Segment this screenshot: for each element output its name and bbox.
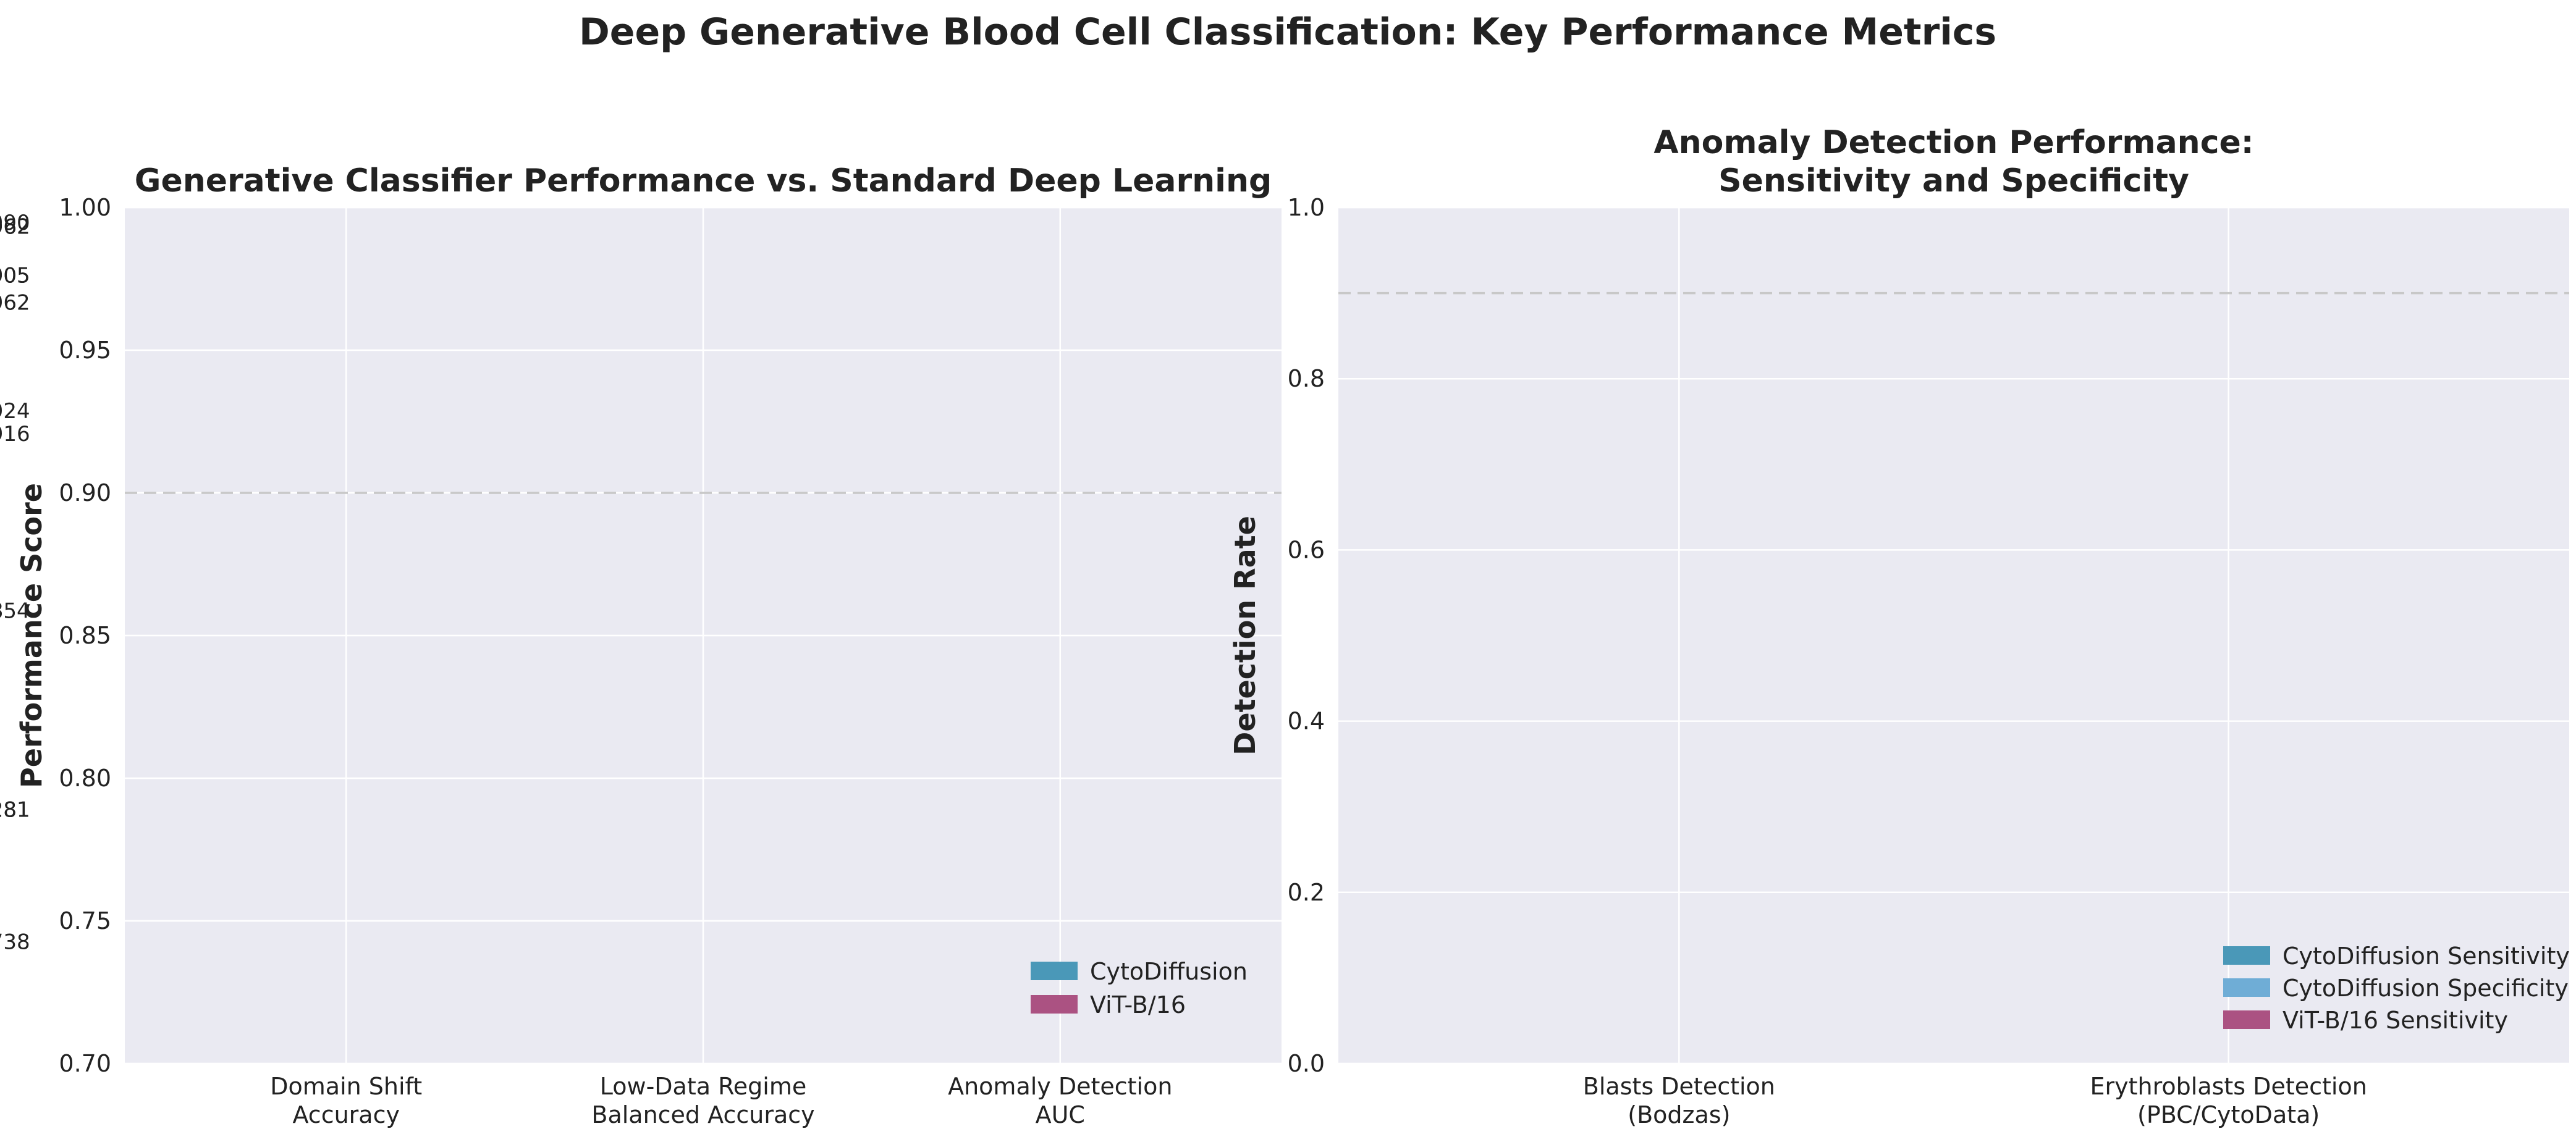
y-tick-label: 0.75 xyxy=(59,907,111,934)
bar-value-label: 0.962 xyxy=(0,215,30,240)
y-tick-label: 0.8 xyxy=(1288,365,1325,392)
legend: CytoDiffusion ViT-B/16 xyxy=(1031,958,1248,1018)
x-tick-label: (Bodzas) xyxy=(1628,1101,1730,1128)
legend-label: CytoDiffusion Specificity xyxy=(2283,975,2569,1002)
figure-suptitle: Deep Generative Blood Cell Classificatio… xyxy=(579,10,1996,54)
y-tick-label: 0.2 xyxy=(1288,879,1325,906)
y-tick-label: 1.0 xyxy=(1288,194,1325,221)
bar-value-label: 0.962 xyxy=(0,215,30,240)
panel-anomaly-detection: 0.00.20.40.60.81.00.9050.9050.9620.9620.… xyxy=(0,124,2570,1128)
x-tick-label: Erythroblasts Detection xyxy=(2090,1073,2367,1100)
x-tick-label: Low-Data Regime xyxy=(600,1073,807,1100)
y-tick-label: 0.0 xyxy=(1288,1050,1325,1077)
legend: CytoDiffusion Sensitivity CytoDiffusion S… xyxy=(2223,943,2570,1034)
x-tick-label: Domain Shift xyxy=(270,1073,422,1100)
y-tick-label: 0.90 xyxy=(59,479,111,506)
legend-swatch xyxy=(2223,978,2270,997)
y-tick-label: 1.00 xyxy=(59,194,111,221)
y-tick-label: 0.95 xyxy=(59,337,111,364)
x-tick-label: AUC xyxy=(1036,1101,1085,1128)
bar-value-label: 0.281 xyxy=(0,798,30,823)
bar-value-label: 0.990 xyxy=(0,211,30,235)
x-tick-label: Blasts Detection xyxy=(1583,1073,1775,1100)
bar-value-label: 0.738 xyxy=(0,930,30,954)
panel-title: Sensitivity and Specificity xyxy=(1718,162,2189,199)
y-axis-label: Detection Rate xyxy=(1228,516,1262,755)
y-tick-label: 0.80 xyxy=(59,765,111,792)
bar-value-label: 0.916 xyxy=(0,422,30,447)
panel-performance-comparison: 0.700.750.800.850.900.951.000.8540.9620.… xyxy=(0,162,1282,1128)
legend-swatch xyxy=(1031,995,1078,1014)
panel-title: Generative Classifier Performance vs. St… xyxy=(135,162,1272,199)
x-tick-label: Balanced Accuracy xyxy=(591,1101,814,1128)
legend-label: ViT-B/16 Sensitivity xyxy=(2283,1007,2508,1034)
y-tick-label: 0.70 xyxy=(59,1050,111,1077)
x-tick-label: Anomaly Detection xyxy=(948,1073,1172,1100)
legend-swatch xyxy=(2223,946,2270,965)
y-tick-label: 0.4 xyxy=(1288,708,1325,735)
legend-label: ViT-B/16 xyxy=(1090,991,1186,1018)
bar-value-label: 0.924 xyxy=(0,399,30,424)
bar-value-label: 0.905 xyxy=(0,264,30,288)
x-tick-label: Accuracy xyxy=(292,1101,400,1128)
y-tick-label: 0.85 xyxy=(59,622,111,649)
bar-value-label: 0.854 xyxy=(0,599,30,624)
x-tick-label: (PBC/CytoData) xyxy=(2137,1101,2320,1128)
panel-title: Anomaly Detection Performance: xyxy=(1653,124,2253,161)
legend-label: CytoDiffusion xyxy=(1090,958,1248,985)
legend-swatch xyxy=(1031,962,1078,980)
bar-value-label: 0.962 xyxy=(0,291,30,316)
bar-value-label: 0.905 xyxy=(0,264,30,288)
legend-swatch xyxy=(2223,1010,2270,1029)
y-axis-label: Performance Score xyxy=(15,483,48,788)
legend-label: CytoDiffusion Sensitivity xyxy=(2283,943,2570,970)
plot-area xyxy=(1338,208,2569,1064)
y-tick-label: 0.6 xyxy=(1288,536,1325,563)
bar-value-label: 0.281 xyxy=(0,798,30,823)
